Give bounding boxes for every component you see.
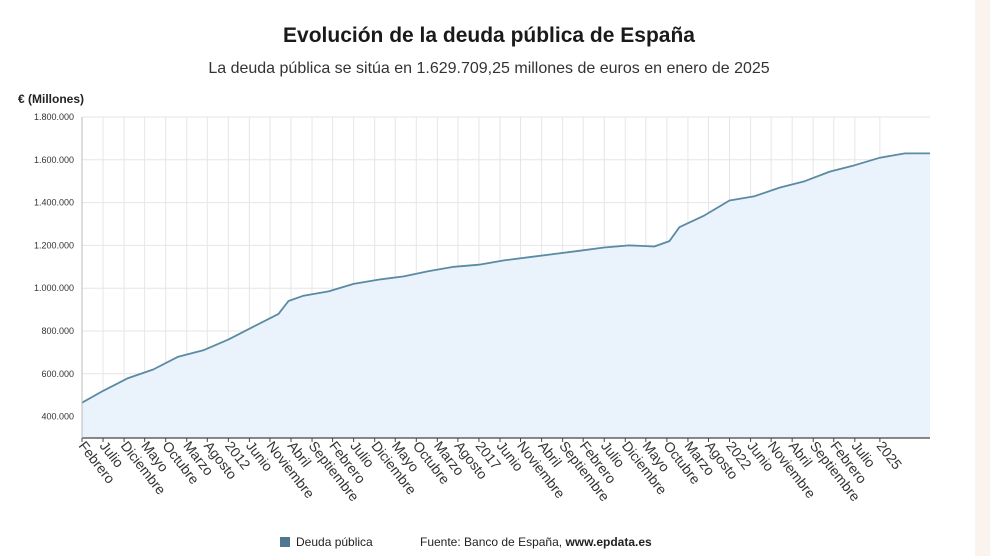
source-prefix: Fuente: Banco de España, [420, 535, 566, 549]
y-tick-label: 800.000 [41, 326, 74, 336]
x-tick-label: 2025 [874, 438, 906, 473]
debt-area-chart: 400.000 600.000 800.000 1.000.000 1.200.000 1… [34, 112, 930, 504]
legend-label: Deuda pública [296, 535, 373, 549]
y-tick-label: 1.800.000 [34, 112, 74, 122]
legend: Deuda pública [280, 535, 373, 549]
series-line-deuda-publica [81, 152, 930, 404]
y-axis-unit-label: € (Millones) [18, 92, 85, 106]
y-tick-label: 600.000 [41, 369, 74, 379]
legend-swatch [280, 537, 290, 547]
chart-title: Evolución de la deuda pública de España [283, 24, 695, 47]
series-area-deuda-publica [82, 153, 930, 438]
y-tick-label: 1.600.000 [34, 155, 74, 165]
y-tick-label: 1.000.000 [34, 283, 74, 293]
y-tick-label: 1.200.000 [34, 240, 74, 250]
y-tick-label: 400.000 [41, 412, 74, 422]
chart-footer: Deuda pública Fuente: Banco de España, w… [0, 535, 978, 551]
page-edge-strip [975, 0, 990, 556]
source-site[interactable]: www.epdata.es [565, 535, 652, 549]
y-tick-label: 1.400.000 [34, 198, 74, 208]
chart-subtitle: La deuda pública se sitúa en 1.629.709,2… [208, 60, 770, 77]
source-note: Fuente: Banco de España, www.epdata.es [420, 535, 652, 549]
